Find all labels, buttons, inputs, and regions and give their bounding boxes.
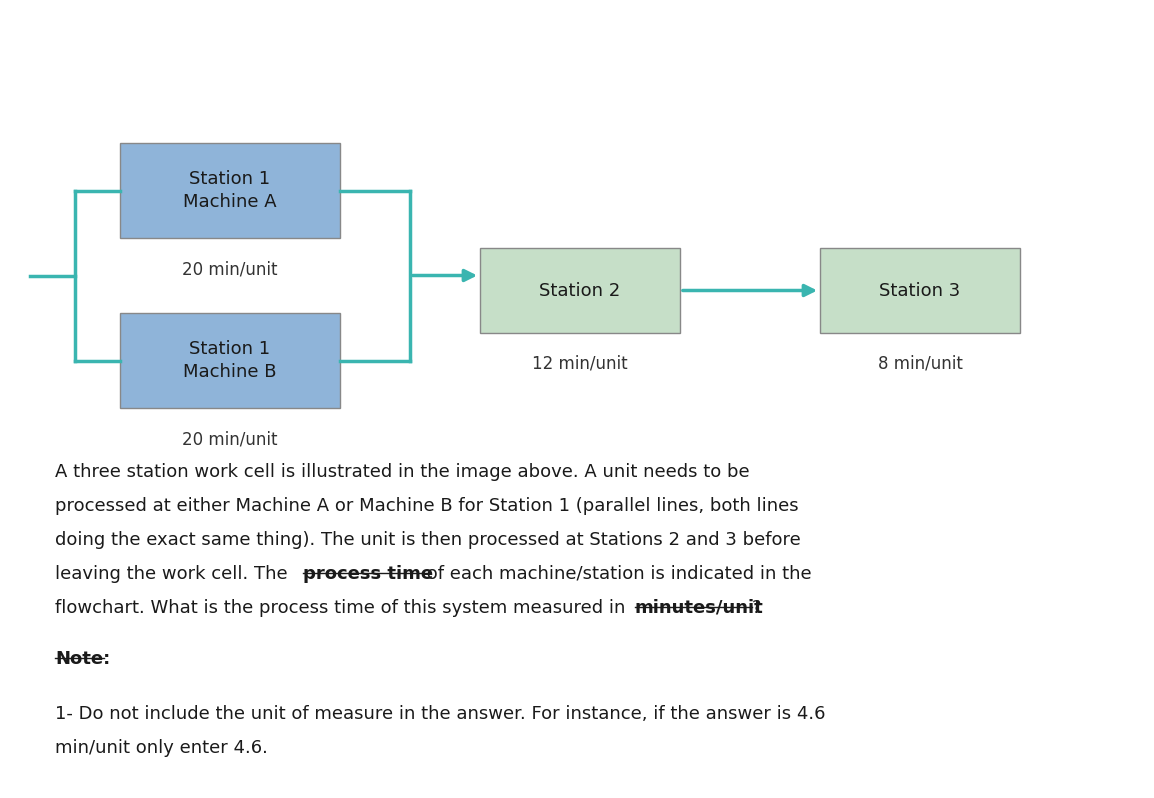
- Text: doing the exact same thing). The unit is then processed at Stations 2 and 3 befo: doing the exact same thing). The unit is…: [55, 531, 801, 549]
- Text: Note:: Note:: [55, 650, 111, 668]
- Text: of each machine/station is indicated in the: of each machine/station is indicated in …: [421, 565, 811, 583]
- Text: process time: process time: [304, 565, 434, 583]
- Text: flowchart. What is the process time of this system measured in: flowchart. What is the process time of t…: [55, 599, 631, 617]
- Text: 8 min/unit: 8 min/unit: [877, 355, 962, 373]
- Text: 20 min/unit: 20 min/unit: [182, 430, 278, 448]
- Text: 1- Do not include the unit of measure in the answer. For instance, if the answer: 1- Do not include the unit of measure in…: [55, 705, 825, 723]
- Text: Station 1
Machine B: Station 1 Machine B: [183, 340, 277, 381]
- Text: Station 1
Machine A: Station 1 Machine A: [183, 170, 277, 211]
- Text: minutes/unit: minutes/unit: [635, 599, 763, 617]
- Text: Station 3: Station 3: [879, 282, 960, 299]
- FancyBboxPatch shape: [120, 143, 340, 238]
- Text: ?: ?: [752, 599, 762, 617]
- Text: 12 min/unit: 12 min/unit: [532, 355, 628, 373]
- Text: leaving the work cell. The: leaving the work cell. The: [55, 565, 293, 583]
- Text: 20 min/unit: 20 min/unit: [182, 260, 278, 278]
- FancyBboxPatch shape: [480, 248, 680, 333]
- Text: processed at either Machine A or Machine B for Station 1 (parallel lines, both l: processed at either Machine A or Machine…: [55, 497, 799, 515]
- Text: min/unit only enter 4.6.: min/unit only enter 4.6.: [55, 739, 268, 757]
- FancyBboxPatch shape: [120, 313, 340, 408]
- Text: A three station work cell is illustrated in the image above. A unit needs to be: A three station work cell is illustrated…: [55, 463, 750, 481]
- FancyBboxPatch shape: [820, 248, 1020, 333]
- Text: Station 2: Station 2: [539, 282, 621, 299]
